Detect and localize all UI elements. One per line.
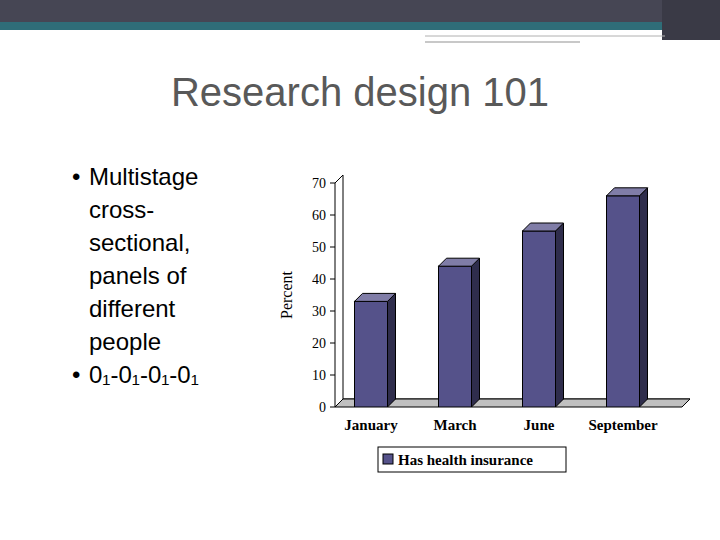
bar-top: [607, 188, 648, 196]
bar: [355, 293, 396, 407]
slide: Research design 101 Multistage cross-sec…: [0, 0, 720, 540]
bar: [523, 223, 564, 407]
legend-swatch: [383, 454, 393, 464]
bar-front: [355, 301, 388, 407]
bar-side: [556, 223, 564, 407]
bar-front: [439, 266, 472, 407]
bars: [355, 188, 648, 407]
y-tick-label: 60: [312, 208, 326, 223]
y-tick: [330, 215, 335, 216]
y-tick-label: 50: [312, 240, 326, 255]
bar: [607, 188, 648, 407]
x-tick-label: September: [588, 417, 657, 433]
y-tick: [330, 343, 335, 344]
bullet: Multistage cross-sectional, panels of di…: [72, 160, 224, 358]
y-tick: [330, 279, 335, 280]
legend-box: [378, 447, 566, 472]
corner-block: [662, 0, 720, 40]
deco-line: [425, 36, 665, 37]
y-tick: [330, 407, 335, 408]
bar-side: [388, 293, 396, 407]
bar-side: [472, 258, 480, 407]
bar-top: [439, 258, 480, 266]
deco-line: [425, 41, 580, 43]
x-tick-label: March: [433, 417, 477, 433]
back-wall-line: [343, 175, 344, 399]
bar-front: [607, 196, 640, 407]
bullet: 0₁-0₁-0₁-0₁: [72, 358, 224, 391]
bar-top: [523, 223, 564, 231]
y-tick-label: 70: [312, 176, 326, 191]
y-tick-label: 0: [319, 400, 326, 415]
y-tick-label: 20: [312, 336, 326, 351]
x-tick-label: June: [524, 417, 555, 433]
y-tick-label: 30: [312, 304, 326, 319]
legend-label: Has health insurance: [398, 452, 533, 468]
slide-title: Research design 101: [0, 70, 720, 115]
y-tick: [330, 375, 335, 376]
y-tick: [330, 247, 335, 248]
y-tick: [330, 183, 335, 184]
bar-side: [640, 188, 648, 407]
y-tick-label: 10: [312, 368, 326, 383]
x-tick-label: January: [344, 417, 398, 433]
bar-front: [523, 231, 556, 407]
y-axis-top: [335, 175, 343, 183]
y-tick-label: 40: [312, 272, 326, 287]
top-band: [0, 0, 720, 22]
chart: 0 10 20 30 40 50 60 70 Percent January March June Se…: [0, 0, 720, 540]
accent-band: [0, 22, 720, 30]
bullet-list: Multistage cross-sectional, panels of di…: [72, 160, 222, 391]
y-axis-label: Percent: [278, 270, 295, 319]
slide-decoration: [0, 0, 720, 60]
bar-top: [355, 293, 396, 301]
legend: Has health insurance: [378, 447, 566, 472]
bar: [439, 258, 480, 407]
y-axis: [335, 183, 336, 407]
y-tick: [330, 311, 335, 312]
